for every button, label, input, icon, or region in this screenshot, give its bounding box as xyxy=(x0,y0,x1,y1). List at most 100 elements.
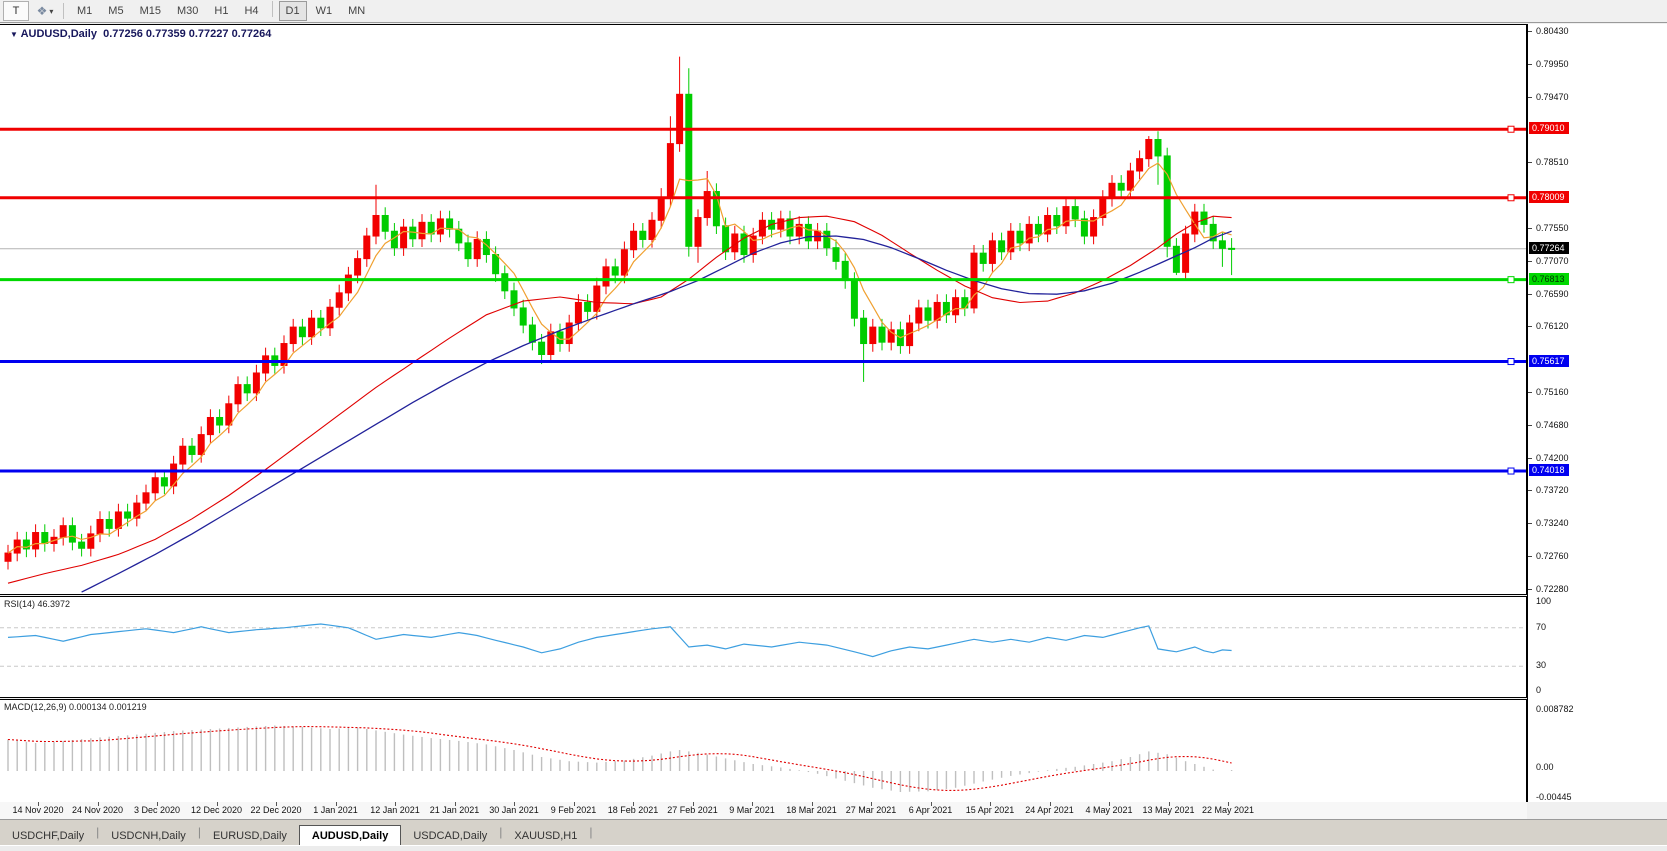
candle-body xyxy=(354,258,362,276)
candle-body xyxy=(363,235,371,260)
date-axis[interactable]: 14 Nov 2020 24 Nov 2020 3 Dec 2020 12 Dec 2… xyxy=(0,802,1527,819)
ohlc-values: 0.77256 0.77359 0.77227 0.77264 xyxy=(103,28,272,40)
timeframe-button-mn[interactable]: MN xyxy=(348,5,366,17)
cursor-tool-button[interactable]: ❖ ▾ xyxy=(32,1,58,21)
rsi-chart[interactable] xyxy=(0,597,1526,697)
level-handle[interactable] xyxy=(1507,125,1515,133)
candle-body xyxy=(1126,170,1134,191)
rsi-axis-label: 100 xyxy=(1536,596,1552,606)
rsi-line xyxy=(7,623,1232,658)
candle-body xyxy=(804,223,812,242)
timeframe-button-m5[interactable]: M5 xyxy=(108,5,124,17)
ma-slow-line xyxy=(81,230,1232,593)
date-tick-mark xyxy=(871,802,872,806)
chevron-down-icon: ▾ xyxy=(49,6,54,16)
timeframe-button-m15[interactable]: M15 xyxy=(139,5,161,17)
tab-separator: | xyxy=(589,825,593,839)
date-tick-mark xyxy=(97,802,99,806)
date-tick-mark xyxy=(1049,802,1051,806)
candle-body xyxy=(1108,182,1116,199)
date-tick-mark xyxy=(633,802,634,806)
candle-body xyxy=(1172,245,1180,273)
price-tick-label: 0.74200 xyxy=(1536,452,1569,463)
timeframe-button-w1[interactable]: W1 xyxy=(315,5,333,17)
price-tick-mark xyxy=(1528,457,1532,459)
level-price-badge: 0.75617 xyxy=(1529,354,1569,367)
candle-body xyxy=(1209,223,1217,242)
date-label: 12 Dec 2020 xyxy=(190,805,243,815)
price-axis[interactable]: 0.80430 0.79950 0.79470 0.78510 0.77550 0.770… xyxy=(1527,24,1667,802)
price-tick-mark xyxy=(1528,293,1532,295)
candle-body xyxy=(1080,218,1088,237)
horizontal-scrollbar[interactable] xyxy=(0,845,1667,851)
rsi-axis-label: 30 xyxy=(1536,660,1547,670)
price-tick-label: 0.74680 xyxy=(1536,419,1569,430)
timeframe-button-h4[interactable]: H4 xyxy=(244,5,259,17)
price-tick-mark xyxy=(1528,326,1532,328)
candle-body xyxy=(703,191,711,219)
candle-body xyxy=(308,317,316,338)
candle-body xyxy=(418,221,426,240)
candle-body xyxy=(1218,240,1226,249)
candle-body xyxy=(298,326,306,338)
candle-body xyxy=(685,93,693,247)
candle-body xyxy=(133,502,141,519)
price-tick-label: 0.79950 xyxy=(1536,58,1569,69)
price-tick-label: 0.77550 xyxy=(1536,223,1569,234)
candle-body xyxy=(160,477,168,487)
date-label: 12 Jan 2021 xyxy=(370,805,420,815)
timeframe-button-m30[interactable]: M30 xyxy=(176,5,199,17)
candle-body xyxy=(850,280,858,319)
tab-separator: | xyxy=(197,825,201,839)
date-label: 6 Apr 2021 xyxy=(908,805,953,815)
candle-body xyxy=(78,541,86,549)
rsi-axis-label: 70 xyxy=(1536,622,1547,632)
chart-tab-eurusd[interactable]: EURUSD,Daily xyxy=(212,830,287,842)
price-tick-label: 0.79470 xyxy=(1536,91,1569,102)
chart-tab-usdcad[interactable]: USDCAD,Daily xyxy=(413,830,488,842)
rsi-label: RSI(14) 46.3972 xyxy=(4,599,71,609)
candle-body xyxy=(142,492,150,504)
macd-panel[interactable]: MACD(12,26,9) 0.000134 0.001219 xyxy=(0,699,1527,803)
candle-body xyxy=(32,532,40,550)
candle-body xyxy=(96,519,104,535)
chart-tab-audusd[interactable]: AUDUSD,Daily xyxy=(298,825,402,846)
candle-body xyxy=(758,219,766,237)
rsi-panel[interactable]: RSI(14) 46.3972 xyxy=(0,596,1527,698)
level-handle[interactable] xyxy=(1507,276,1515,284)
candle-body xyxy=(676,93,684,145)
candlestick-chart[interactable] xyxy=(0,25,1526,594)
candle-body xyxy=(593,285,601,312)
candle-body xyxy=(400,226,408,249)
candle-body xyxy=(1136,158,1144,172)
candle-body xyxy=(1071,206,1079,220)
level-handle[interactable] xyxy=(1507,194,1515,202)
date-tick-mark xyxy=(1228,802,1229,806)
candle-body xyxy=(243,384,251,394)
candle-body xyxy=(933,301,941,321)
timeframe-button-d1[interactable]: D1 xyxy=(278,1,307,21)
candle-body xyxy=(823,230,831,249)
candle-body xyxy=(1163,155,1171,247)
candle-body xyxy=(1053,214,1061,227)
price-tick-mark xyxy=(1528,261,1532,263)
date-label: 9 Mar 2021 xyxy=(729,805,775,815)
price-chart-panel[interactable]: ▼ AUDUSD,Daily 0.77256 0.77359 0.77227 0… xyxy=(0,24,1527,595)
macd-chart[interactable] xyxy=(0,700,1526,802)
macd-axis-label: 0.00 xyxy=(1536,762,1554,772)
candle-body xyxy=(501,273,509,292)
candle-body xyxy=(252,372,260,394)
candle-body xyxy=(114,511,122,529)
timeframe-button-m1[interactable]: M1 xyxy=(77,5,93,17)
candle-body xyxy=(344,274,352,294)
triangle-down-icon: ▼ xyxy=(10,30,18,39)
chart-tab-usdchf[interactable]: USDCHF,Daily xyxy=(12,830,85,842)
level-handle[interactable] xyxy=(1507,358,1515,366)
chart-tab-xauusd[interactable]: XAUUSD,H1 xyxy=(514,830,578,842)
level-price-badge: 0.79010 xyxy=(1529,122,1569,135)
timeframe-button-h1[interactable]: H1 xyxy=(214,5,229,17)
text-tool-button[interactable]: T xyxy=(3,1,29,21)
level-handle[interactable] xyxy=(1507,467,1515,475)
candle-body xyxy=(234,384,242,405)
chart-tab-usdcnh[interactable]: USDCNH,Daily xyxy=(111,830,186,842)
